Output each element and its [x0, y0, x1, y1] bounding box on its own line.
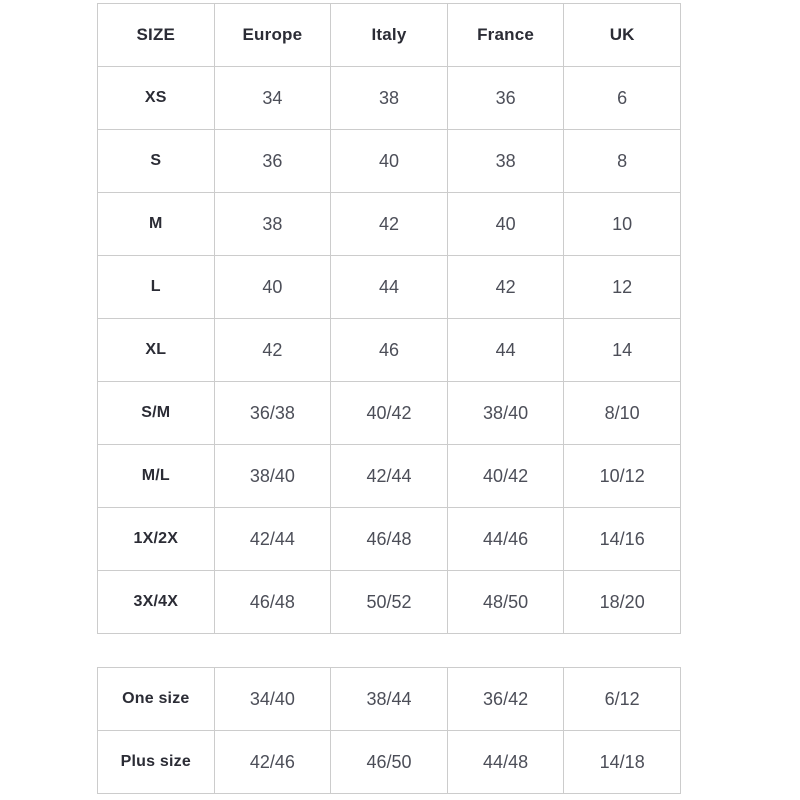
table-row-3x4x: 3X/4X 46/48 50/52 48/50 18/20	[97, 570, 681, 634]
size-value-cell: 36/42	[446, 667, 565, 731]
table-row-ml: M/L 38/40 42/44 40/42 10/12	[97, 444, 681, 508]
size-value-cell: 44	[446, 318, 565, 382]
size-label-cell: L	[97, 255, 215, 319]
size-value-cell: 18/20	[563, 570, 681, 634]
size-value-cell: 36/38	[213, 381, 332, 445]
table-row-1x2x: 1X/2X 42/44 46/48 44/46 14/16	[97, 507, 681, 571]
special-sizes-table-container: One size 34/40 38/44 36/42 6/12 Plus siz…	[97, 667, 681, 794]
size-value-cell: 46/48	[213, 570, 332, 634]
size-value-cell: 42/46	[213, 730, 332, 794]
col-header-france: France	[446, 3, 565, 67]
size-value-cell: 12	[563, 255, 681, 319]
size-label-cell: M/L	[97, 444, 215, 508]
size-value-cell: 38/40	[213, 444, 332, 508]
size-label-cell: 3X/4X	[97, 570, 215, 634]
size-value-cell: 42/44	[330, 444, 448, 508]
size-value-cell: 38/40	[446, 381, 565, 445]
size-value-cell: 44/48	[446, 730, 565, 794]
table-body: One size 34/40 38/44 36/42 6/12 Plus siz…	[97, 667, 681, 794]
table-row-plus-size: Plus size 42/46 46/50 44/48 14/18	[97, 730, 681, 794]
table-row-l: L 40 44 42 12	[97, 255, 681, 319]
table-row-xs: XS 34 38 36 6	[97, 66, 681, 130]
size-value-cell: 40	[446, 192, 565, 256]
size-value-cell: 14/18	[563, 730, 681, 794]
size-value-cell: 42	[330, 192, 448, 256]
size-value-cell: 48/50	[446, 570, 565, 634]
table-head: SIZE Europe Italy France UK	[97, 3, 681, 67]
col-header-italy: Italy	[330, 3, 448, 67]
size-value-cell: 14/16	[563, 507, 681, 571]
size-value-cell: 6/12	[563, 667, 681, 731]
table-row-s: S 36 40 38 8	[97, 129, 681, 193]
size-label-cell: 1X/2X	[97, 507, 215, 571]
size-value-cell: 10/12	[563, 444, 681, 508]
size-value-cell: 50/52	[330, 570, 448, 634]
size-label-cell: S	[97, 129, 215, 193]
size-value-cell: 46/48	[330, 507, 448, 571]
size-value-cell: 38	[330, 66, 448, 130]
col-header-size: SIZE	[97, 3, 215, 67]
size-value-cell: 40/42	[446, 444, 565, 508]
size-label-cell: Plus size	[97, 730, 215, 794]
col-header-europe: Europe	[213, 3, 332, 67]
size-value-cell: 36	[213, 129, 332, 193]
size-value-cell: 36	[446, 66, 565, 130]
size-label-cell: One size	[97, 667, 215, 731]
size-value-cell: 6	[563, 66, 681, 130]
special-sizes-table: One size 34/40 38/44 36/42 6/12 Plus siz…	[97, 667, 681, 794]
size-label-cell: XL	[97, 318, 215, 382]
size-conversion-table-container: SIZE Europe Italy France UK XS 34 38 36 …	[97, 3, 681, 634]
size-value-cell: 40/42	[330, 381, 448, 445]
table-body: XS 34 38 36 6 S 36 40 38 8 M 38 42	[97, 66, 681, 634]
size-value-cell: 38	[213, 192, 332, 256]
size-value-cell: 40	[213, 255, 332, 319]
size-value-cell: 10	[563, 192, 681, 256]
size-label-cell: M	[97, 192, 215, 256]
size-label-cell: S/M	[97, 381, 215, 445]
table-header-row: SIZE Europe Italy France UK	[97, 3, 681, 67]
size-value-cell: 14	[563, 318, 681, 382]
size-value-cell: 34/40	[213, 667, 332, 731]
table-row-xl: XL 42 46 44 14	[97, 318, 681, 382]
size-label-cell: XS	[97, 66, 215, 130]
size-value-cell: 42	[446, 255, 565, 319]
table-row-sm: S/M 36/38 40/42 38/40 8/10	[97, 381, 681, 445]
size-conversion-table: SIZE Europe Italy France UK XS 34 38 36 …	[97, 3, 681, 634]
size-value-cell: 44	[330, 255, 448, 319]
table-row-m: M 38 42 40 10	[97, 192, 681, 256]
size-value-cell: 42/44	[213, 507, 332, 571]
size-value-cell: 42	[213, 318, 332, 382]
size-value-cell: 8	[563, 129, 681, 193]
size-value-cell: 40	[330, 129, 448, 193]
size-value-cell: 44/46	[446, 507, 565, 571]
size-value-cell: 38/44	[330, 667, 448, 731]
table-row-one-size: One size 34/40 38/44 36/42 6/12	[97, 667, 681, 731]
size-value-cell: 46	[330, 318, 448, 382]
size-value-cell: 34	[213, 66, 332, 130]
col-header-uk: UK	[563, 3, 681, 67]
size-value-cell: 46/50	[330, 730, 448, 794]
size-value-cell: 38	[446, 129, 565, 193]
size-value-cell: 8/10	[563, 381, 681, 445]
